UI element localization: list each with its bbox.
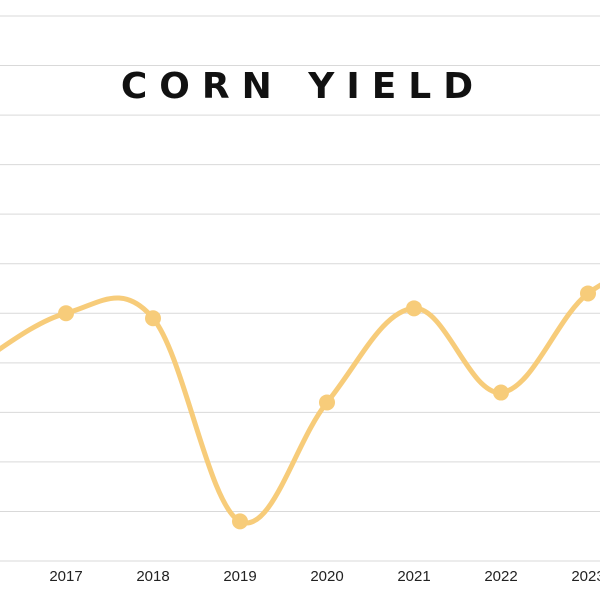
x-tick-label-2018: 2018 [136,568,169,585]
data-point-2021 [406,300,422,317]
data-point-2018 [145,310,161,327]
data-points [58,285,596,530]
x-axis-tick-labels: 2017 2018 2019 2020 2021 2022 2023 [49,568,600,585]
data-point-2022 [493,384,509,401]
x-tick-label-2022: 2022 [484,568,517,585]
data-point-2023 [580,285,596,302]
data-point-2019 [232,513,248,530]
x-tick-label-2020: 2020 [310,568,343,585]
data-point-2020 [319,394,335,411]
chart-title: CORN YIELD [121,66,485,107]
x-tick-label-2019: 2019 [223,568,256,585]
gridlines [0,15,600,562]
x-tick-label-2021: 2021 [397,568,430,585]
x-tick-label-2023: 2023 [571,568,600,585]
x-tick-label-2017: 2017 [49,568,82,585]
data-point-2017 [58,305,74,322]
series-line [0,282,600,526]
